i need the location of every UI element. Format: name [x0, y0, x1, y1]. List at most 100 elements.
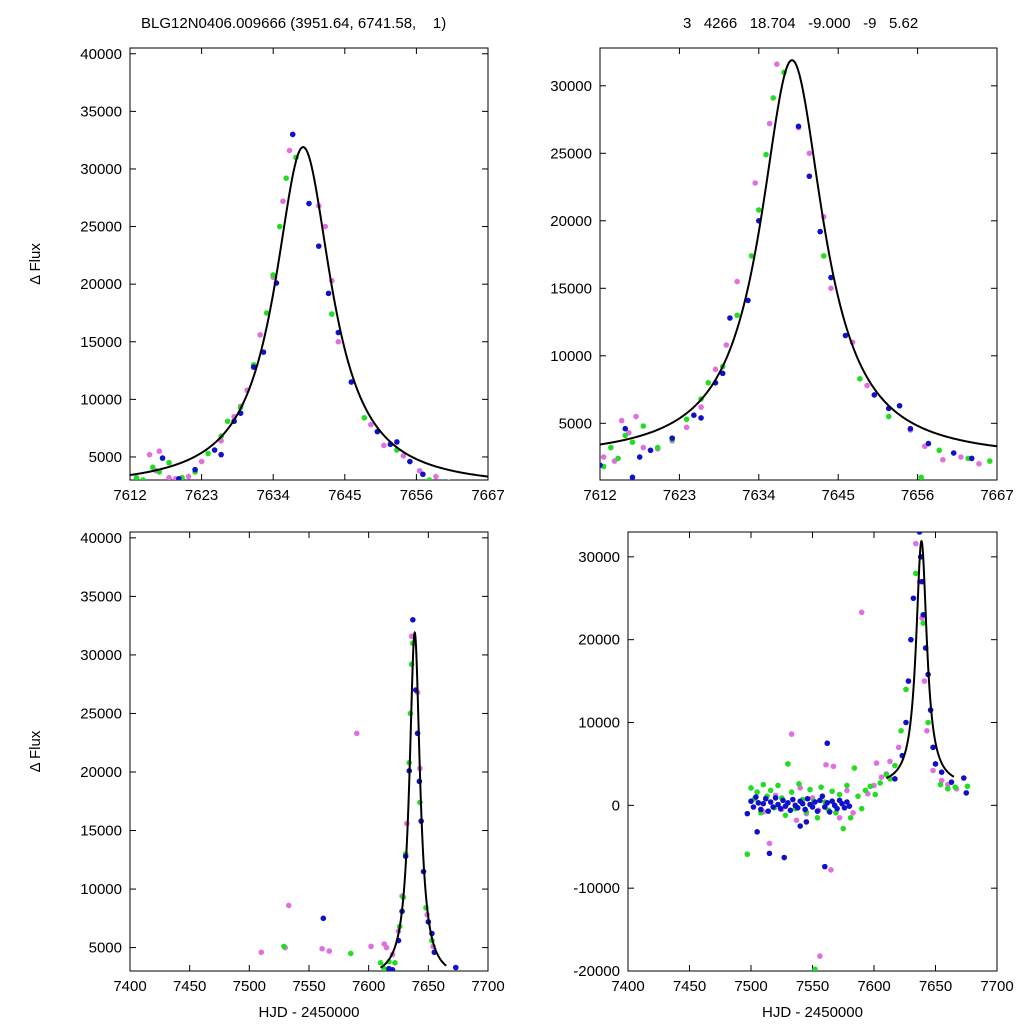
data-point-green	[205, 450, 211, 457]
data-point-blue	[770, 804, 776, 810]
x-tick-label: 7400	[611, 978, 644, 995]
data-point-green	[785, 761, 791, 767]
plot-area	[600, 48, 997, 480]
data-point-blue	[348, 379, 355, 385]
data-point-green	[166, 459, 172, 466]
x-tick-label: 7612	[583, 487, 616, 504]
data-point-magenta	[766, 120, 773, 127]
y-tick-label: 25000	[550, 145, 592, 162]
x-tick-label: 7623	[185, 487, 218, 504]
plot-area	[258, 617, 459, 971]
data-point-magenta	[683, 424, 690, 431]
data-point-green	[829, 788, 835, 795]
data-point-magenta	[280, 198, 286, 205]
data-point-green	[281, 943, 287, 950]
data-point-blue	[758, 806, 764, 813]
plot-frame	[129, 47, 489, 481]
chart-panel-bottom-right: 7400 7450 7500 7550 7600 7650 7700 -20000 -10000…	[573, 531, 1014, 1021]
data-point-green	[925, 719, 931, 726]
data-point-blue	[841, 805, 848, 811]
data-point-blue	[790, 796, 796, 803]
x-tick-label: 7650	[412, 978, 445, 995]
data-point-green	[760, 781, 767, 788]
data-point-magenta	[873, 760, 880, 766]
data-point-green	[149, 464, 156, 471]
data-point-blue	[795, 123, 802, 130]
data-point-magenta	[850, 809, 856, 816]
data-point-green	[361, 414, 368, 421]
data-point-magenta	[921, 678, 928, 684]
data-point-green	[844, 782, 850, 789]
data-point-blue	[727, 315, 733, 321]
data-point-magenta	[817, 953, 823, 959]
data-point-green	[872, 791, 879, 798]
data-point-blue	[779, 48, 782, 49]
data-point-blue	[925, 440, 932, 447]
data-point-magenta	[766, 840, 773, 847]
data-point-blue	[871, 392, 878, 398]
data-point-blue	[824, 800, 831, 806]
data-point-magenta	[828, 285, 834, 292]
x-tick-label: 7656	[400, 487, 433, 504]
y-tick-label: 10000	[80, 391, 122, 408]
data-point-blue	[320, 915, 327, 922]
data-point-green	[836, 791, 843, 798]
data-point-magenta	[930, 767, 936, 774]
data-point-green	[807, 786, 813, 793]
data-point-magenta	[353, 730, 360, 737]
data-point-green	[263, 310, 270, 316]
data-point-green	[748, 785, 754, 791]
data-point-blue	[622, 425, 629, 432]
data-point-magenta	[400, 453, 407, 459]
data-point-blue	[920, 612, 926, 618]
x-tick-label: 7400	[113, 978, 146, 995]
data-point-green	[615, 455, 621, 462]
data-point-magenta	[286, 147, 293, 154]
x-tick-label: 7450	[173, 978, 206, 995]
y-tick-label: 20000	[80, 276, 122, 293]
data-point-blue	[289, 131, 296, 138]
data-point-blue	[910, 595, 917, 602]
data-point-magenta	[878, 774, 885, 780]
x-axis-label: HJD - 2450000	[259, 1004, 360, 1021]
data-point-green	[952, 784, 958, 790]
data-point-magenta	[836, 814, 843, 821]
y-tick-label: 30000	[80, 161, 122, 178]
data-point-blue	[799, 800, 806, 807]
data-point-green	[270, 272, 277, 278]
data-point-blue	[785, 800, 791, 806]
data-point-green	[812, 966, 818, 971]
data-point-blue	[780, 797, 786, 804]
data-point-blue	[218, 451, 224, 458]
y-tick-label: 30000	[578, 549, 620, 566]
data-point-magenta	[335, 338, 342, 345]
plot-area	[744, 532, 971, 971]
data-point-blue	[211, 447, 218, 453]
data-point-green	[892, 762, 898, 769]
data-point-blue	[829, 798, 835, 804]
data-point-magenta	[958, 454, 964, 460]
data-point-blue	[754, 829, 760, 835]
data-point-blue	[846, 803, 853, 809]
data-point-magenta	[698, 404, 704, 410]
data-point-green	[654, 444, 661, 451]
y-tick-label: 10000	[550, 348, 592, 365]
data-point-blue	[192, 466, 198, 473]
y-tick-label: 0	[612, 797, 620, 814]
data-point-green	[705, 380, 712, 386]
data-point-blue	[822, 863, 828, 870]
data-point-blue	[698, 415, 704, 421]
x-tick-label: 7650	[919, 978, 952, 995]
data-point-blue	[765, 808, 772, 814]
data-point-blue	[842, 332, 849, 339]
data-point-green	[756, 207, 762, 213]
data-point-green	[903, 686, 909, 693]
data-point-magenta	[633, 413, 639, 420]
data-point-blue	[306, 200, 312, 207]
data-point-blue	[809, 804, 816, 810]
data-point-green	[392, 960, 398, 966]
data-point-green	[796, 781, 802, 787]
data-point-magenta	[895, 744, 902, 751]
data-point-blue	[968, 455, 975, 462]
data-point-green	[920, 620, 926, 626]
